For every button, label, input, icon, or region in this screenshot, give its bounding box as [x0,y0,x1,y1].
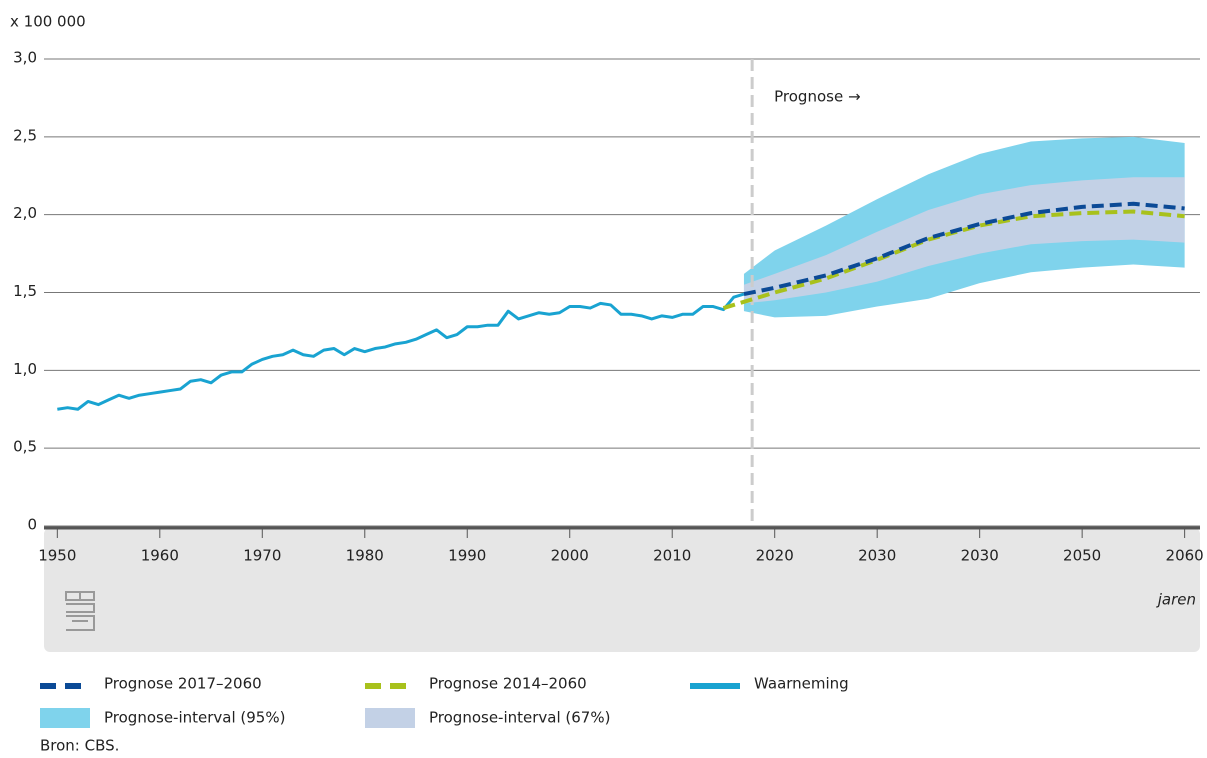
x-axis-label: jaren [1156,591,1196,609]
annotation: Prognose → [774,88,860,106]
legend-swatch [40,708,90,728]
legend-label: Prognose 2017–2060 [104,675,262,693]
y-tick-label: 1,5 [13,282,37,300]
y-tick-label: 0,5 [13,438,37,456]
x-tick-label: 1950 [38,547,76,565]
cbs-logo [65,591,95,631]
y-tick-label: 2,5 [13,126,37,144]
y-tick-label: 1,0 [13,360,37,378]
x-tick-label: 2060 [1166,547,1204,565]
source: Bron: CBS. [40,737,119,755]
x-tick-label: 2000 [551,547,589,565]
x-tick-label: 1960 [141,547,179,565]
unit-label: x 100 000 [10,13,86,31]
legend-label: Prognose-interval (67%) [429,709,610,727]
legend-swatch [365,708,415,728]
x-tick-label: 2010 [653,547,691,565]
x-tick-label: 1990 [448,547,486,565]
legend-label: Prognose-interval (95%) [104,709,285,727]
x-tick-label: 1970 [243,547,281,565]
x-axis-panel [44,528,1200,652]
y-tick-label: 3,0 [13,49,37,67]
x-tick-label: 2030 [858,547,896,565]
series-line [722,209,1185,310]
series-line [743,201,1185,297]
y-tick-label: 0 [27,516,37,534]
x-tick-label: 1980 [346,547,384,565]
legend-label: Waarneming [754,675,849,693]
y-tick-label: 2,0 [13,204,37,222]
x-tick-label: 2030 [961,547,999,565]
legend-label: Prognose 2014–2060 [429,675,587,693]
x-tick-label: 2050 [1063,547,1101,565]
series-line [57,292,745,411]
x-tick-label: 2020 [756,547,794,565]
